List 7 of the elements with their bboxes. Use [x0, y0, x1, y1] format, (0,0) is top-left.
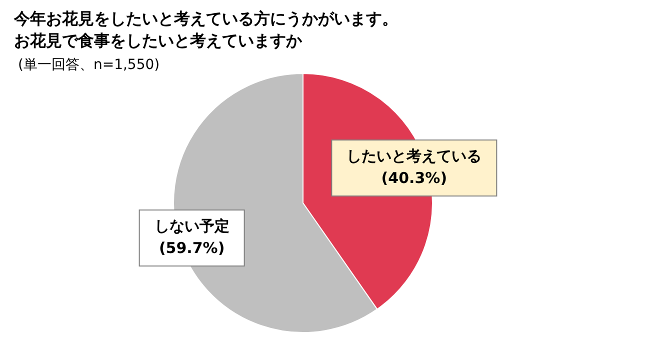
chart-subtitle: お花見で食事をしたいと考えていますか: [14, 30, 303, 52]
data-label: (59.7%): [158, 238, 225, 257]
data-label: (40.3%): [381, 168, 448, 187]
slice-label: しない予定: [154, 216, 230, 235]
text: (単一回答、n=1,550): [18, 56, 160, 74]
chart-title: 今年お花見をしたいと考えている方にうかがいます。: [14, 8, 398, 30]
slice-label: したいと考えている: [346, 146, 482, 165]
